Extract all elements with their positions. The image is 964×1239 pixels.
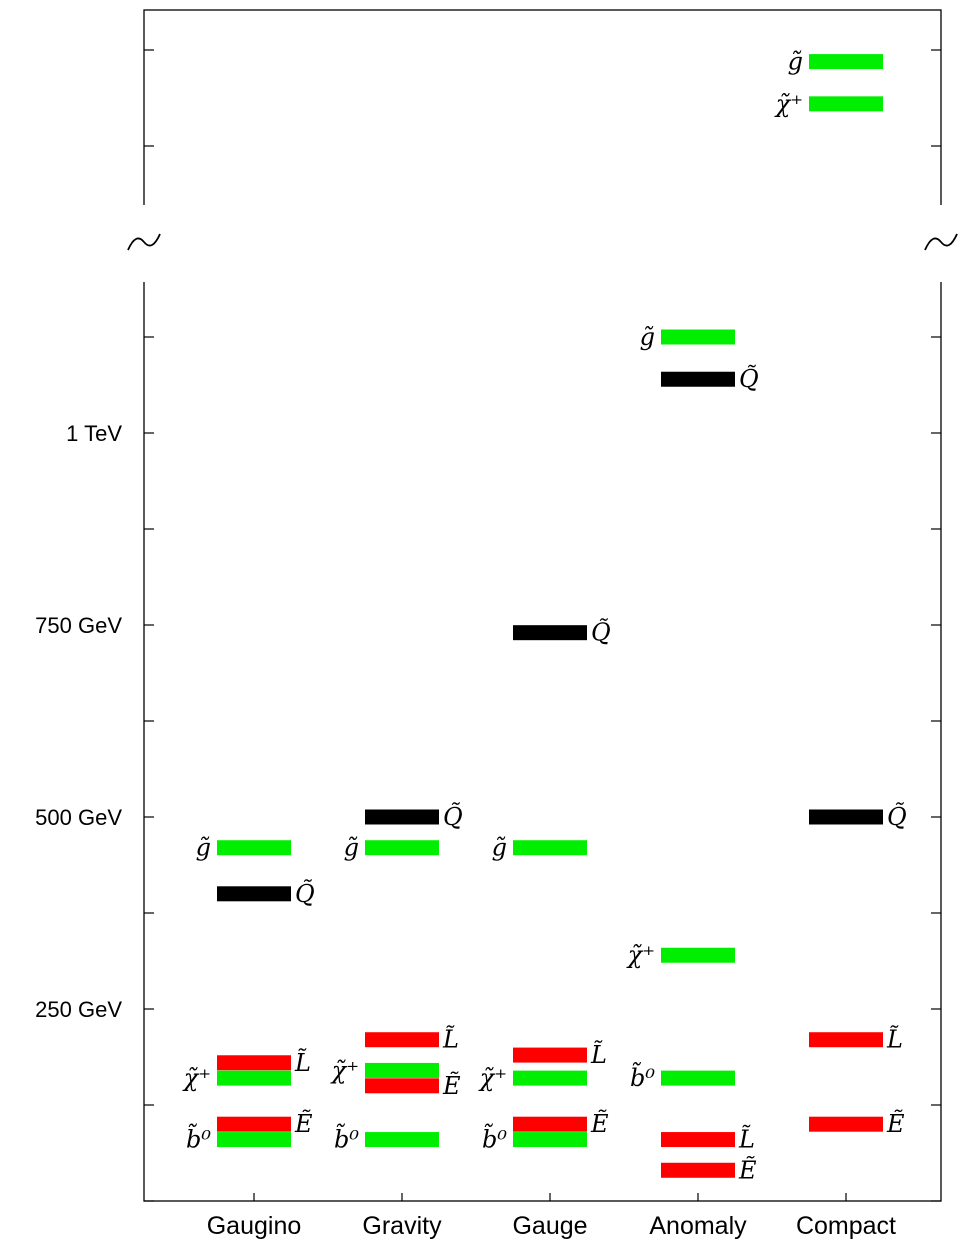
axis-break-marks: [128, 205, 957, 282]
level-bar-gravity: [365, 1032, 439, 1047]
particle-label: L̃: [590, 1041, 607, 1069]
particle-label: Q̃: [443, 803, 463, 831]
particle-label: χ̃⁺: [330, 1056, 359, 1084]
level-bar-anomaly: [661, 330, 735, 345]
particle-label: χ̃⁺: [626, 941, 655, 969]
particle-label: Q̃: [295, 879, 315, 907]
particle-label: g̃: [196, 834, 211, 862]
particle-label: g̃: [344, 834, 359, 862]
particle-label: g̃: [492, 834, 507, 862]
category-labels: Gaugino Gravity Gauge Anomaly Compact: [207, 1212, 896, 1239]
particle-label: g̃: [640, 323, 655, 351]
particle-label: χ̃⁺: [478, 1064, 507, 1092]
level-bar-compact: [809, 810, 883, 825]
level-bar-gauge: [513, 840, 587, 855]
level-bar-anomaly: [661, 948, 735, 963]
plot-frame: [144, 10, 941, 1201]
level-bar-gaugino: [217, 1071, 291, 1086]
level-bar-gravity: [365, 1078, 439, 1093]
level-bar-anomaly: [661, 1132, 735, 1147]
y-tick-labels: 250 GeV 500 GeV 750 GeV 1 TeV: [35, 421, 122, 1022]
y-tick-label: 500 GeV: [35, 805, 122, 830]
particle-label: χ̃⁺: [774, 90, 803, 118]
particle-label: Ẽ: [294, 1109, 313, 1138]
level-bar-anomaly: [661, 1163, 735, 1178]
level-bar-gravity: [365, 1132, 439, 1147]
level-bar-anomaly: [661, 372, 735, 387]
particle-label: Ẽ: [886, 1109, 905, 1138]
level-bar-gravity: [365, 840, 439, 855]
axis-break-gap: [937, 205, 945, 282]
level-bar-compact: [809, 54, 883, 69]
level-bar-compact: [809, 1117, 883, 1132]
particle-label: Q̃: [591, 618, 611, 646]
level-bar-gauge: [513, 1071, 587, 1086]
level-bar-gauge: [513, 1048, 587, 1063]
level-bar-gauge: [513, 1132, 587, 1147]
level-bar-gravity: [365, 1063, 439, 1078]
category-label: Gravity: [362, 1212, 442, 1239]
mass-levels: g̃ Q̃ L̃ χ̃⁺ Ẽb̃⁰ Q̃ g̃ L̃ χ̃⁺ Ẽb̃⁰ Q̃ g̃ L̃ χ̃⁺ Ẽb̃⁰ g…: [182, 48, 907, 1185]
particle-label: L̃: [886, 1025, 903, 1053]
level-bar-gauge: [513, 1117, 587, 1132]
particle-label: Ẽ: [442, 1071, 461, 1100]
particle-label: Q̃: [887, 803, 907, 831]
level-bar-compact: [809, 1032, 883, 1047]
particle-label: Ẽ: [590, 1109, 609, 1138]
level-bar-gaugino: [217, 1117, 291, 1132]
y-tick-label: 750 GeV: [35, 613, 122, 638]
category-label: Anomaly: [649, 1212, 747, 1239]
particle-label: χ̃⁺: [182, 1064, 211, 1092]
category-label: Compact: [796, 1212, 896, 1239]
level-bar-gaugino: [217, 886, 291, 901]
particle-label: L̃: [738, 1125, 755, 1153]
level-bar-compact: [809, 96, 883, 111]
y-tick-label: 1 TeV: [66, 421, 122, 446]
level-bar-gaugino: [217, 840, 291, 855]
particle-label: b̃⁰: [186, 1122, 211, 1153]
particle-label: Ẽ: [738, 1155, 757, 1184]
particle-label: g̃: [788, 48, 803, 76]
level-bar-gaugino: [217, 1055, 291, 1070]
particle-label: b̃⁰: [630, 1061, 655, 1092]
category-label: Gauge: [512, 1212, 587, 1239]
particle-label: b̃⁰: [482, 1122, 507, 1153]
y-tick-label: 250 GeV: [35, 997, 122, 1022]
axis-break-gap: [140, 205, 148, 282]
level-bar-gauge: [513, 625, 587, 640]
particle-label: b̃⁰: [334, 1122, 359, 1153]
level-bar-anomaly: [661, 1071, 735, 1086]
level-bar-gaugino: [217, 1132, 291, 1147]
level-bar-gravity: [365, 810, 439, 825]
particle-label: Q̃: [739, 365, 759, 393]
particle-label: L̃: [294, 1048, 311, 1076]
particle-label: L̃: [442, 1025, 459, 1053]
category-label: Gaugino: [207, 1212, 302, 1239]
